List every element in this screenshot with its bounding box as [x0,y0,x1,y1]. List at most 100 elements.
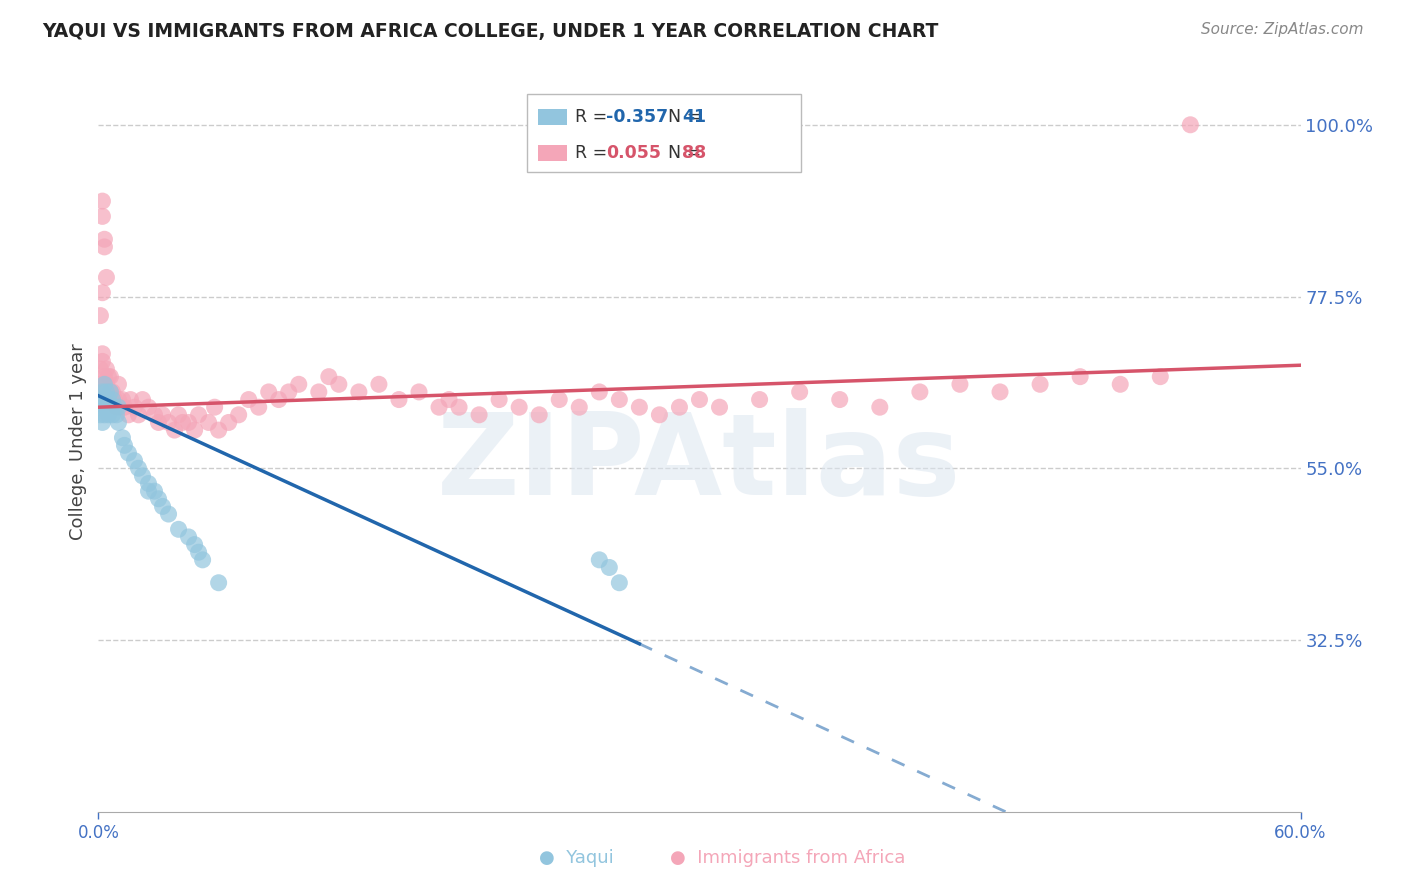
Point [128,408,150,422]
Point [152,500,174,514]
Point [96,377,118,392]
Point [388,392,411,407]
Text: ●  Immigrants from Africa: ● Immigrants from Africa [669,849,905,867]
Point [148,491,170,506]
Point [91,210,114,224]
Point [100,369,122,384]
Point [89,309,111,323]
Point [789,384,811,399]
Point [96,384,118,399]
Point [191,553,214,567]
Point [100,384,122,399]
Point [89,408,111,422]
Point [1109,377,1132,392]
Y-axis label: College, Under 1 year: College, Under 1 year [69,343,87,540]
Point [91,285,114,300]
Point [103,392,125,407]
Point [548,392,571,407]
Point [111,392,134,407]
Point [97,392,120,407]
Point [208,423,231,437]
Point [1069,369,1091,384]
Point [437,392,460,407]
Point [111,431,134,445]
Text: 0.055: 0.055 [606,145,661,162]
Point [97,369,120,384]
Text: Source: ZipAtlas.com: Source: ZipAtlas.com [1201,22,1364,37]
Point [408,384,430,399]
Point [288,377,311,392]
Point [107,392,129,407]
Point [97,384,120,399]
Point [609,575,631,590]
Point [347,384,370,399]
Point [96,400,118,414]
Point [97,408,120,422]
Point [124,453,146,467]
Point [107,377,129,392]
Text: YAQUI VS IMMIGRANTS FROM AFRICA COLLEGE, UNDER 1 YEAR CORRELATION CHART: YAQUI VS IMMIGRANTS FROM AFRICA COLLEGE,… [42,22,939,41]
Point [100,400,122,414]
Point [204,400,226,414]
Point [488,392,510,407]
Point [91,384,114,399]
Point [177,530,200,544]
Point [949,377,972,392]
Point [93,392,115,407]
Point [114,438,136,452]
Point [152,408,174,422]
Text: ZIPAtlas: ZIPAtlas [437,409,962,519]
Text: N =: N = [657,108,706,126]
Point [628,400,651,414]
Point [131,392,153,407]
Point [93,408,115,422]
Point [748,392,770,407]
Point [89,392,111,407]
Point [117,408,139,422]
Point [177,416,200,430]
Point [568,400,591,414]
Point [218,416,240,430]
Point [609,392,631,407]
Point [257,384,280,399]
Point [103,400,125,414]
Point [91,354,114,368]
Point [101,384,124,399]
Point [167,408,190,422]
Text: 88: 88 [682,145,706,162]
Point [267,392,290,407]
Text: R =: R = [575,108,613,126]
Point [93,377,115,392]
Point [709,400,731,414]
Point [131,469,153,483]
Point [648,408,671,422]
Point [101,408,124,422]
Point [529,408,551,422]
Point [468,408,491,422]
Point [91,400,114,414]
Point [93,369,115,384]
Text: 41: 41 [682,108,706,126]
Point [93,240,115,254]
Point [689,392,711,407]
Point [208,575,231,590]
Point [183,423,205,437]
Point [447,400,470,414]
Point [138,484,160,499]
Point [508,400,530,414]
Point [197,416,219,430]
Point [91,347,114,361]
Point [183,538,205,552]
Point [89,377,111,392]
Point [91,416,114,430]
Point [105,408,128,422]
Point [157,416,180,430]
Text: N =: N = [657,145,706,162]
Point [328,377,350,392]
Point [96,270,118,285]
Point [107,416,129,430]
Point [143,408,166,422]
Point [598,560,620,574]
Point [668,400,690,414]
Point [107,400,129,414]
